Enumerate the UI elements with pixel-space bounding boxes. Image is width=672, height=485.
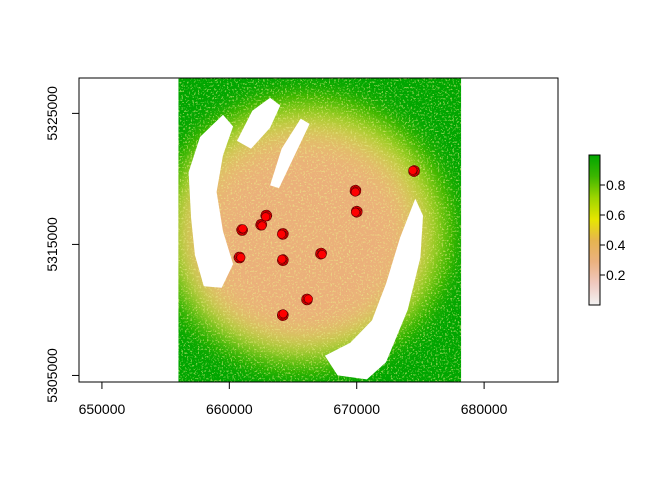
y-tick-label: 5315000 — [44, 217, 60, 272]
legend: 0.2 0.4 0.6 0.8 — [588, 154, 626, 306]
data-point — [301, 293, 313, 306]
y-tick-label: 5305000 — [44, 348, 60, 403]
legend-tick-label: 0.4 — [606, 237, 626, 253]
data-point — [233, 251, 246, 264]
x-tick-label: 670000 — [333, 401, 380, 417]
data-point — [350, 205, 363, 218]
y-tick-label: 5325000 — [44, 86, 60, 141]
data-point — [276, 309, 289, 321]
data-point — [276, 228, 289, 240]
lake-2 — [324, 198, 423, 380]
legend-tick-label: 0.8 — [606, 177, 626, 193]
data-point — [408, 165, 420, 177]
legend-colorbar — [588, 154, 601, 306]
data-point — [349, 184, 362, 197]
points-layer — [233, 165, 420, 321]
legend-tick-label: 0.2 — [606, 267, 626, 283]
legend-tick-label: 0.6 — [606, 207, 626, 223]
x-axis: 650000 660000 670000 680000 — [79, 381, 508, 417]
lake-4 — [270, 118, 310, 189]
x-tick-label: 660000 — [206, 401, 253, 417]
data-point — [236, 224, 249, 236]
lake-3 — [237, 97, 281, 149]
raster-map — [178, 78, 462, 382]
data-point — [260, 209, 273, 222]
lake-1 — [188, 114, 234, 288]
data-point — [276, 254, 289, 266]
x-tick-label: 650000 — [79, 401, 126, 417]
lakes — [188, 97, 423, 380]
data-point — [315, 247, 327, 260]
legend-ticks: 0.2 0.4 0.6 0.8 — [600, 177, 626, 283]
y-axis: 5305000 5315000 5325000 — [44, 86, 80, 403]
x-tick-label: 680000 — [461, 401, 508, 417]
data-point — [255, 219, 268, 231]
